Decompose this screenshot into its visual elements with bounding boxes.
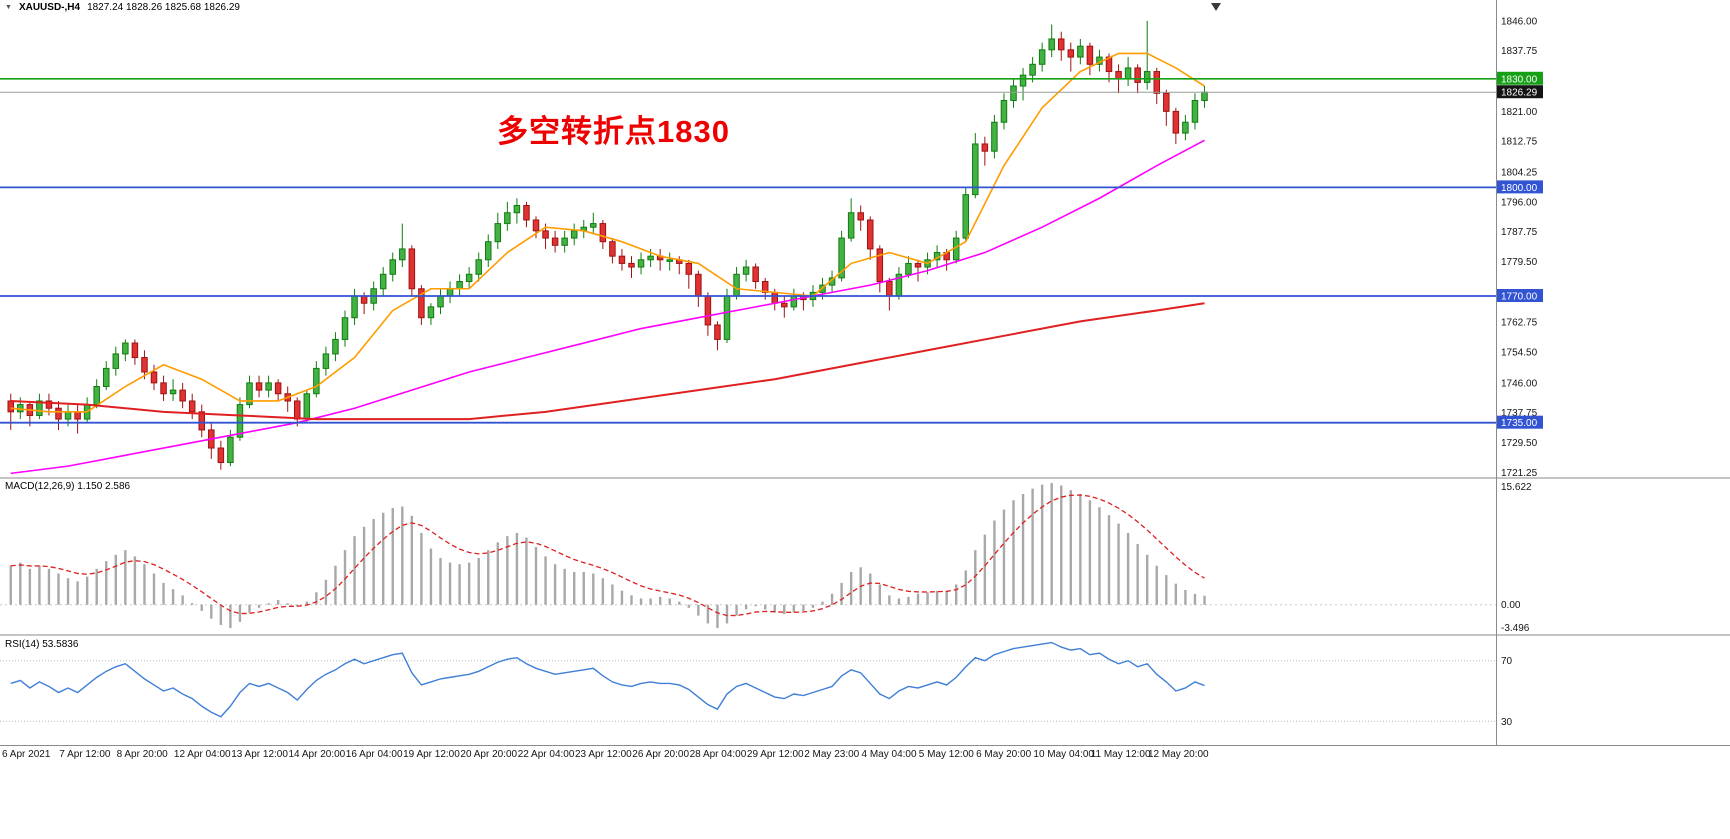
svg-text:14 Apr 20:00: 14 Apr 20:00 <box>289 749 346 760</box>
ma-slow-red <box>10 302 1205 421</box>
svg-text:29 Apr 12:00: 29 Apr 12:00 <box>747 749 804 760</box>
svg-text:16 Apr 04:00: 16 Apr 04:00 <box>346 749 403 760</box>
svg-text:0.00: 0.00 <box>1501 600 1521 611</box>
macd-layer <box>0 482 1496 629</box>
svg-text:19 Apr 12:00: 19 Apr 12:00 <box>403 749 460 760</box>
svg-text:1762.75: 1762.75 <box>1501 318 1538 329</box>
svg-text:4 May 04:00: 4 May 04:00 <box>862 749 917 760</box>
ohlc-values: 1827.24 1828.26 1825.68 1826.29 <box>87 2 240 13</box>
svg-text:23 Apr 12:00: 23 Apr 12:00 <box>575 749 632 760</box>
symbol-timeframe-label: XAUUSD-,H4 <box>18 2 81 13</box>
svg-text:11 May 12:00: 11 May 12:00 <box>1091 749 1151 760</box>
svg-text:1821.00: 1821.00 <box>1501 107 1538 118</box>
svg-text:1787.75: 1787.75 <box>1501 227 1538 238</box>
chart-annotation-text: 多空转折点1830 <box>497 114 730 149</box>
svg-text:1804.25: 1804.25 <box>1501 168 1538 179</box>
ma-fast-orange <box>10 52 1205 413</box>
svg-text:1837.75: 1837.75 <box>1501 46 1538 57</box>
svg-text:1735.00: 1735.00 <box>1501 418 1538 429</box>
svg-text:10 May 04:00: 10 May 04:00 <box>1033 749 1094 760</box>
svg-text:1737.75: 1737.75 <box>1501 408 1538 419</box>
time-axis-labels[interactable]: 6 Apr 2021 7 Apr 12:00 8 Apr 20:00 12 Apr 0… <box>2 749 1209 760</box>
horizontal-lines-layer[interactable] <box>0 77 1496 424</box>
svg-text:12 May 20:00: 12 May 20:00 <box>1148 749 1209 760</box>
rsi-layer <box>0 641 1496 722</box>
rsi-indicator-label: RSI(14) 53.5836 <box>5 639 79 650</box>
svg-text:1746.00: 1746.00 <box>1501 378 1538 389</box>
svg-text:20 Apr 20:00: 20 Apr 20:00 <box>460 749 517 760</box>
svg-text:1729.50: 1729.50 <box>1501 438 1538 449</box>
macd-signal-line <box>10 494 1205 617</box>
svg-text:1846.00: 1846.00 <box>1501 16 1538 27</box>
svg-text:1826.29: 1826.29 <box>1501 88 1538 99</box>
svg-text:70: 70 <box>1501 656 1513 667</box>
svg-text:28 Apr 04:00: 28 Apr 04:00 <box>690 749 747 760</box>
svg-text:2 May 23:00: 2 May 23:00 <box>804 749 859 760</box>
svg-text:6 Apr 2021: 6 Apr 2021 <box>2 749 51 760</box>
svg-text:12 Apr 04:00: 12 Apr 04:00 <box>174 749 231 760</box>
rsi-line <box>10 641 1205 718</box>
svg-text:22 Apr 04:00: 22 Apr 04:00 <box>518 749 575 760</box>
svg-text:8 Apr 20:00: 8 Apr 20:00 <box>117 749 169 760</box>
svg-text:7 Apr 12:00: 7 Apr 12:00 <box>59 749 111 760</box>
time-axis-scale[interactable] <box>0 746 1730 764</box>
svg-text:5 May 12:00: 5 May 12:00 <box>919 749 974 760</box>
price-badges-layer: 1830.00 1826.29 1800.00 1770.00 1735.00 <box>1497 71 1543 429</box>
svg-text:30: 30 <box>1501 717 1513 728</box>
svg-text:1830.00: 1830.00 <box>1501 74 1538 85</box>
moving-averages-layer <box>10 52 1205 475</box>
svg-text:1800.00: 1800.00 <box>1501 183 1538 194</box>
svg-text:6 May 20:00: 6 May 20:00 <box>976 749 1031 760</box>
price-axis-labels[interactable]: 1846.00 1837.75 1821.00 1812.75 1804.25 1796.… <box>1501 16 1538 727</box>
chart-header: ▼ XAUUSD-,H4 1827.24 1828.26 1825.68 182… <box>5 2 240 13</box>
svg-text:1796.00: 1796.00 <box>1501 197 1538 208</box>
svg-text:1754.50: 1754.50 <box>1501 348 1538 359</box>
svg-text:-3.496: -3.496 <box>1501 623 1530 634</box>
svg-text:15.622: 15.622 <box>1501 482 1532 493</box>
svg-text:1721.25: 1721.25 <box>1501 468 1538 479</box>
macd-indicator-label: MACD(12,26,9) 1.150 2.586 <box>5 481 131 492</box>
price-axis-scale[interactable] <box>1497 0 1730 745</box>
svg-text:1770.00: 1770.00 <box>1501 291 1538 302</box>
svg-text:26 Apr 20:00: 26 Apr 20:00 <box>632 749 689 760</box>
symbol-dropdown-icon[interactable]: ▼ <box>5 4 12 11</box>
chart-shift-marker-icon[interactable] <box>1211 3 1221 11</box>
svg-text:1812.75: 1812.75 <box>1501 137 1538 148</box>
svg-text:13 Apr 12:00: 13 Apr 12:00 <box>231 749 288 760</box>
pane-separators <box>0 0 1730 746</box>
ma-mid-magenta <box>10 139 1205 475</box>
svg-text:1779.50: 1779.50 <box>1501 257 1538 268</box>
